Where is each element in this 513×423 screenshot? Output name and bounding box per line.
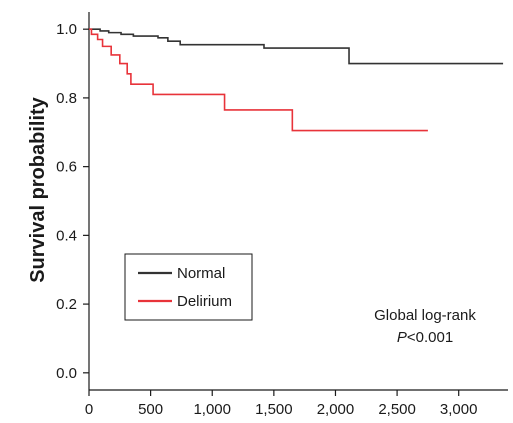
y-tick-label: 0.8: [56, 90, 77, 107]
x-tick-label: 0: [85, 401, 93, 418]
x-tick-label: 1,500: [255, 401, 293, 418]
legend-box: [124, 253, 253, 321]
y-tick-label: 0.2: [56, 296, 77, 313]
x-tick-label: 500: [138, 401, 163, 418]
x-tick-label: 2,000: [317, 401, 355, 418]
legend-label-delirium: Delirium: [177, 293, 232, 310]
y-axis-label: Survival probability: [27, 96, 49, 282]
annotation-pvalue-italic: P: [397, 329, 407, 346]
annotation-pvalue: P<0.001: [397, 329, 453, 346]
x-tick-label: 2,500: [378, 401, 416, 418]
y-tick-label: 1.0: [56, 21, 77, 38]
series-line-normal: [89, 28, 504, 65]
axes: [88, 12, 508, 391]
annotation-logrank: Global log-rank: [374, 307, 476, 324]
series-line-delirium: [89, 28, 428, 132]
y-tick-label: 0.4: [56, 227, 77, 244]
ticks: 0.0 0.2 0.4 0.6 0.8 1.0 0 500 1,000 1,500 2,000 2,5…: [56, 21, 477, 418]
x-tick-label: 3,000: [440, 401, 478, 418]
y-tick-label: 0.0: [56, 365, 77, 382]
legend: Normal Delirium: [124, 253, 253, 321]
legend-label-normal: Normal: [177, 265, 225, 282]
annotation-pvalue-value: <0.001: [407, 329, 453, 346]
y-tick-label: 0.6: [56, 159, 77, 176]
x-tick-label: 1,000: [193, 401, 231, 418]
series-layer: [89, 28, 504, 132]
